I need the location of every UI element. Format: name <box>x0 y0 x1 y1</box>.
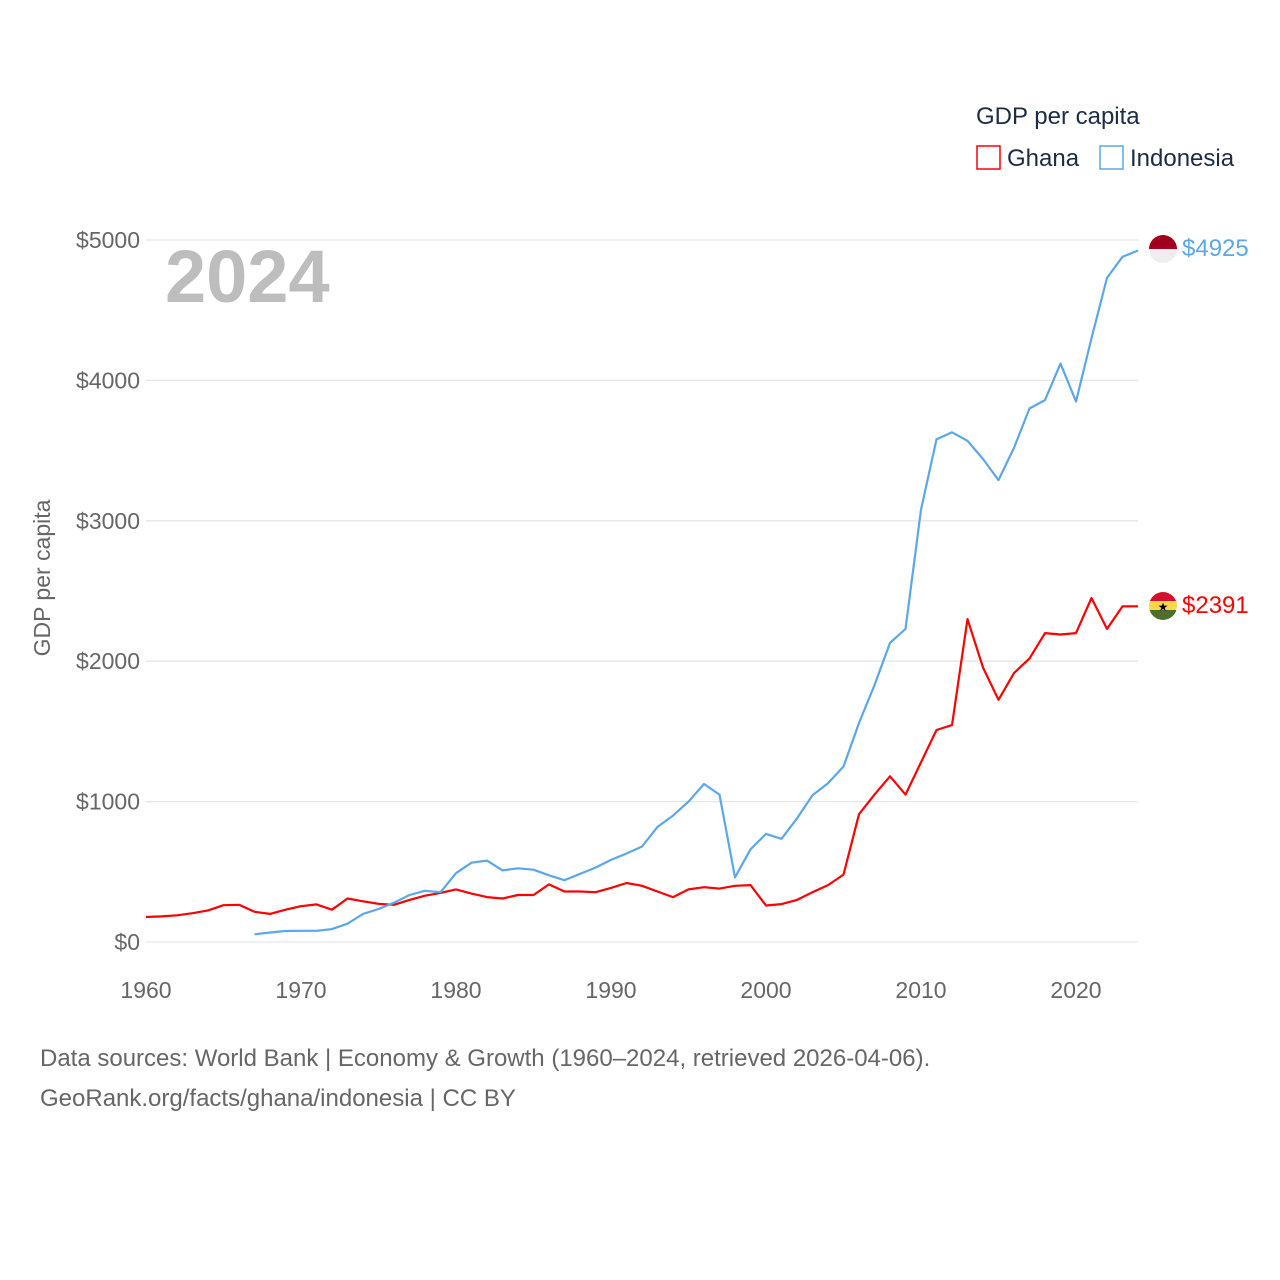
legend-swatch-indonesia <box>1099 145 1124 170</box>
indonesia-end-label: $4925 <box>1182 235 1249 262</box>
y-axis-ticks: $0 $1000 $2000 $3000 $4000 $5000 <box>76 227 140 955</box>
legend-label-indonesia[interactable]: Indonesia <box>1130 145 1235 172</box>
x-tick-label: 1970 <box>275 977 326 1003</box>
y-tick-label: $0 <box>114 929 140 955</box>
y-tick-label: $4000 <box>76 367 140 393</box>
x-tick-label: 2010 <box>895 977 946 1003</box>
ghana-flag-icon: ★ <box>1149 592 1177 620</box>
y-tick-label: $2000 <box>76 648 140 674</box>
gridlines <box>146 239 1138 943</box>
attribution-link[interactable]: GeoRank.org/facts/ghana/indonesia | CC B… <box>40 1085 516 1112</box>
indonesia-flag-icon <box>1149 235 1177 263</box>
legend-title: GDP per capita <box>976 103 1140 130</box>
y-tick-label: $3000 <box>76 508 140 534</box>
data-source-text: Data sources: World Bank | Economy & Gro… <box>40 1045 931 1072</box>
svg-text:★: ★ <box>1158 600 1169 614</box>
x-tick-label: 2020 <box>1050 977 1101 1003</box>
legend-swatch-ghana <box>976 145 1001 170</box>
series-line-ghana <box>145 596 1139 919</box>
ghana-end-label: $2391 <box>1182 592 1249 619</box>
y-tick-label: $1000 <box>76 789 140 815</box>
legend-label-ghana[interactable]: Ghana <box>1007 145 1080 172</box>
year-watermark: 2024 <box>165 235 330 318</box>
x-tick-label: 2000 <box>740 977 791 1003</box>
x-tick-label: 1990 <box>585 977 636 1003</box>
x-tick-label: 1980 <box>430 977 481 1003</box>
series-lines <box>145 249 1139 936</box>
y-tick-label: $5000 <box>76 227 140 253</box>
y-axis-label: GDP per capita <box>29 499 55 656</box>
x-axis-ticks: 1960 1970 1980 1990 2000 2010 2020 <box>120 977 1101 1003</box>
series-line-indonesia <box>254 249 1139 936</box>
x-tick-label: 1960 <box>120 977 171 1003</box>
